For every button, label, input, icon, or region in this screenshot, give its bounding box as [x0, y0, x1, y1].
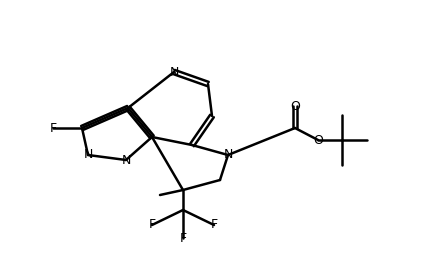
Text: O: O [290, 99, 300, 113]
Text: O: O [313, 133, 323, 147]
Text: F: F [149, 218, 156, 232]
Text: N: N [83, 149, 93, 161]
Text: N: N [169, 65, 179, 78]
Text: F: F [179, 232, 187, 244]
Text: F: F [49, 121, 56, 135]
Text: F: F [210, 218, 217, 232]
Text: N: N [223, 149, 233, 161]
Text: N: N [121, 153, 131, 167]
